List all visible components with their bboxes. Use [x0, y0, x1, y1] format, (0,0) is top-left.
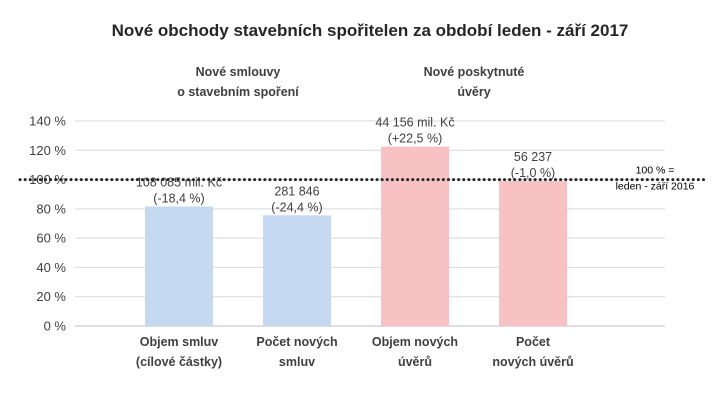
data-label-line: 44 156 mil. Kč — [375, 116, 454, 130]
data-label-line: (-24,4 %) — [271, 200, 322, 214]
chart-title: Nové obchody stavebních spořitelen za ob… — [112, 21, 629, 40]
data-label-line: 56 237 — [514, 150, 552, 164]
x-tick-label-line: Objem nových — [372, 335, 458, 349]
data-labels: 108 085 mil. Kč (-18,4 %) 281 846 (-24,4 %)… — [136, 116, 555, 215]
group-title: Nové smlouvy o stavebním spoření — [177, 65, 299, 99]
group-title-line: Nové smlouvy — [196, 65, 281, 79]
x-tick-label-line: Počet nových — [256, 335, 337, 349]
data-label: 44 156 mil. Kč (+22,5 %) — [375, 116, 454, 146]
x-tick-label-line: Objem smluv — [140, 335, 219, 349]
bar — [145, 206, 213, 326]
reference-line-label-line: 100 % = — [636, 165, 675, 177]
x-tick-label-line: smluv — [279, 355, 315, 369]
bars — [145, 146, 567, 326]
y-tick-label: 100 % — [29, 172, 66, 187]
x-axis-ticks: Objem smluv (cílové částky) Počet nových sm… — [136, 335, 574, 369]
data-label-line: (+22,5 %) — [388, 132, 443, 146]
reference-line: 100 % = leden - září 2016 — [18, 165, 706, 193]
x-tick-label: Objem nových úvěrů — [372, 335, 458, 369]
group-title: Nové poskytnuté úvěry — [424, 65, 525, 99]
x-tick-label: Počet nových úvěrů — [492, 335, 573, 369]
group-title-line: úvěry — [457, 85, 490, 99]
data-label: 56 237 (-1,0 %) — [511, 150, 555, 180]
y-tick-label: 60 % — [36, 231, 66, 246]
y-tick-label: 20 % — [36, 289, 66, 304]
group-title-line: o stavebním spoření — [177, 85, 299, 99]
y-tick-label: 120 % — [29, 143, 66, 158]
y-tick-label: 80 % — [36, 201, 66, 216]
x-tick-label: Objem smluv (cílové částky) — [136, 335, 222, 369]
group-title-line: Nové poskytnuté — [424, 65, 525, 79]
x-tick-label: Počet nových smluv — [256, 335, 337, 369]
data-label-line: 108 085 mil. Kč — [136, 176, 222, 190]
data-label-line: (-18,4 %) — [153, 192, 204, 206]
bar — [499, 181, 567, 326]
y-tick-label: 140 % — [29, 114, 66, 129]
x-tick-label-line: nových úvěrů — [492, 355, 573, 369]
data-label-line: (-1,0 %) — [511, 166, 555, 180]
data-label-line: 281 846 — [274, 184, 319, 198]
x-tick-label-line: Počet — [516, 335, 551, 349]
bar — [381, 146, 449, 326]
y-tick-label: 0 % — [44, 319, 67, 334]
x-tick-label-line: (cílové částky) — [136, 355, 222, 369]
group-titles: Nové smlouvy o stavebním spoření Nové posk… — [177, 65, 524, 99]
reference-line-label: 100 % = leden - září 2016 — [616, 165, 695, 193]
data-label: 281 846 (-24,4 %) — [271, 184, 322, 214]
y-tick-label: 40 % — [36, 260, 66, 275]
x-tick-label-line: úvěrů — [398, 355, 432, 369]
y-axis-ticks: 0 % 20 % 40 % 60 % 80 % 100 % 120 % 140 % — [29, 114, 66, 334]
bar — [263, 215, 331, 326]
reference-line-label-line: leden - září 2016 — [616, 181, 695, 193]
